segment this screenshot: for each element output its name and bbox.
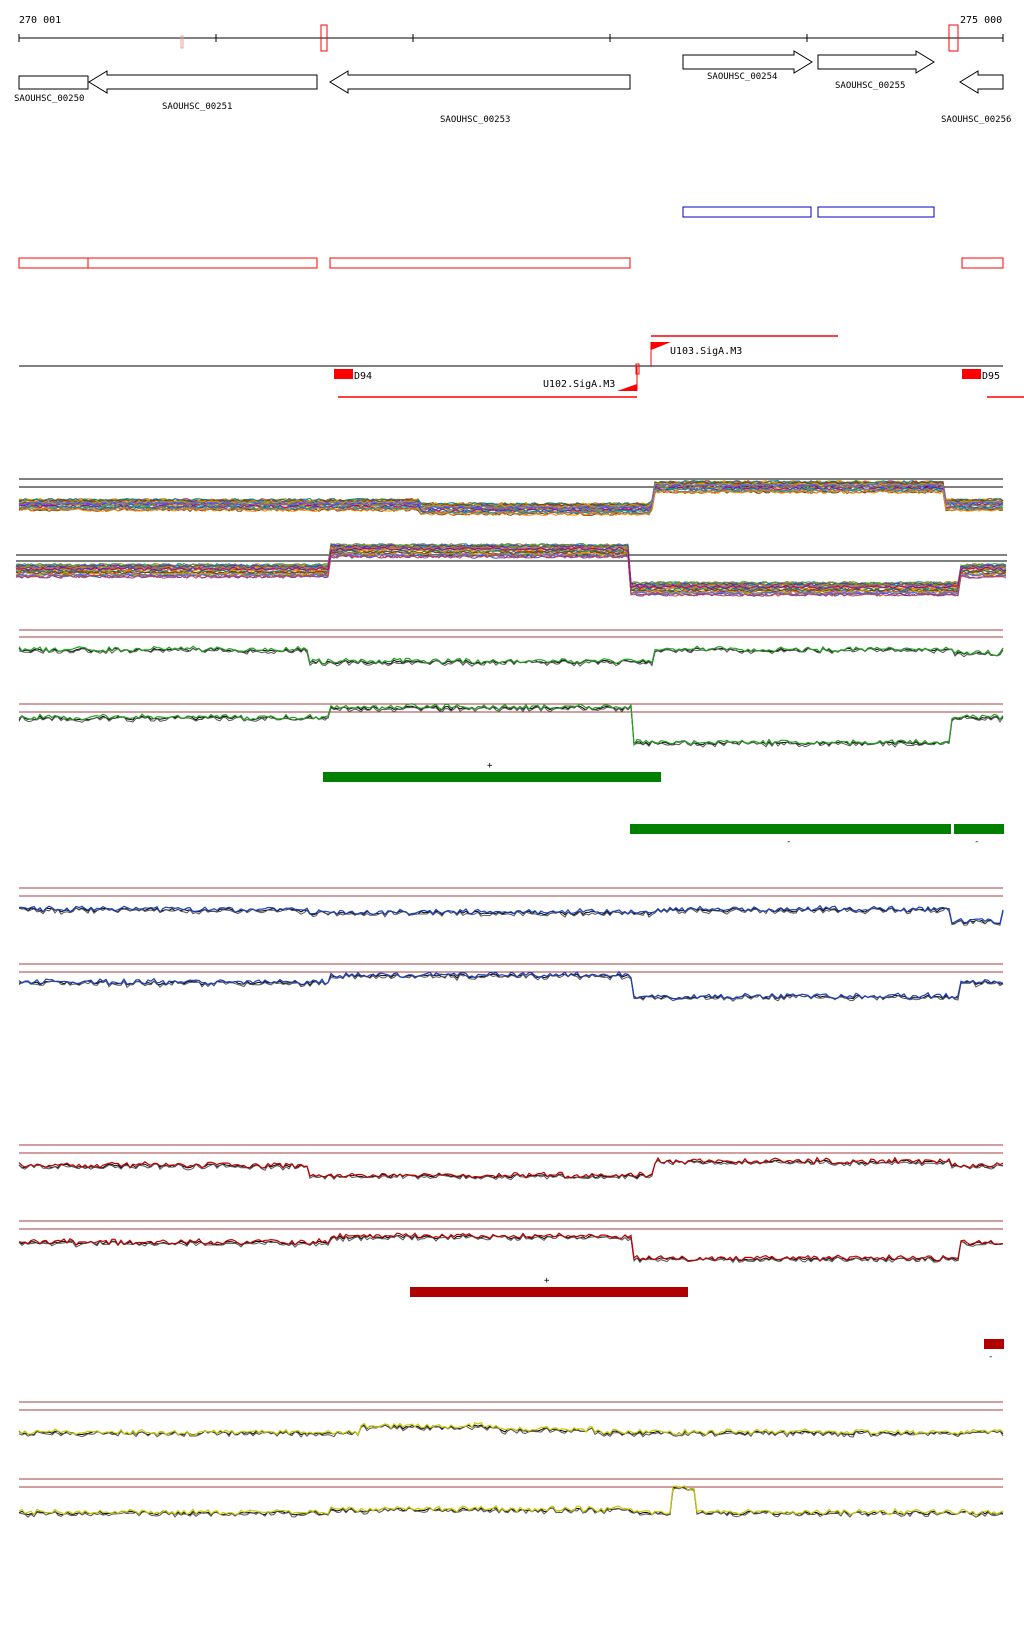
signal-trace [18, 1232, 1004, 1262]
condition-trace [18, 489, 1004, 516]
signal-trace [18, 1486, 1003, 1518]
terminator-marker [962, 369, 981, 379]
gene-label-00253: SAOUHSC_00253 [440, 115, 510, 125]
segment-minus-green[interactable] [954, 824, 1004, 834]
signal-trace [18, 973, 1004, 1002]
expression-bundle-forward [18, 478, 1004, 516]
signal-trace [18, 1424, 1004, 1438]
signal-trace [18, 1156, 1004, 1180]
expression-track-yellow [18, 1401, 1004, 1518]
segment-minus-label: - [988, 1352, 993, 1362]
annotation-box-red [961, 257, 1004, 269]
coord-end: 275 000 [960, 15, 1002, 26]
segment-plus-red[interactable] [410, 1287, 688, 1297]
promoter-label: U102.SigA.M3 [543, 379, 615, 390]
signal-trace [18, 1234, 1004, 1262]
promoter-flag [651, 342, 671, 350]
segment-minus-red[interactable] [984, 1339, 1004, 1349]
ruler [18, 24, 1004, 52]
gene-track [18, 50, 1004, 94]
signal-trace [18, 1485, 1004, 1516]
signal-trace [18, 703, 1004, 747]
expression-track-green [18, 629, 1004, 748]
segment-minus-green[interactable] [630, 824, 951, 834]
annotation-box-blue [817, 206, 935, 218]
condition-trace [15, 546, 1006, 589]
coord-start: 270 001 [19, 15, 61, 26]
annotation-box-red [329, 257, 631, 269]
condition-trace [18, 483, 1004, 510]
gene-arrow-00250[interactable] [18, 75, 89, 90]
gene-arrow-00253[interactable] [329, 70, 631, 94]
gene-arrow-00251[interactable] [88, 70, 318, 94]
segment-plus-label: + [544, 1276, 550, 1286]
condition-trace [18, 489, 1004, 516]
terminator-label: D95 [982, 371, 1000, 382]
promoter-label: U103.SigA.M3 [670, 346, 742, 357]
gene-label-00256: SAOUHSC_00256 [941, 115, 1011, 125]
gene-arrow-00256[interactable] [959, 70, 1004, 94]
gene-arrow-00255[interactable] [817, 50, 935, 74]
expression-track-red [18, 1144, 1004, 1264]
signal-trace [18, 1234, 1004, 1264]
signal-trace [18, 645, 1004, 665]
segment-plus-green[interactable] [323, 772, 661, 782]
segment-minus-label: - [786, 837, 791, 847]
signal-trace [18, 970, 1004, 1001]
gene-label-00255: SAOUHSC_00255 [835, 81, 905, 91]
expression-track-blue [18, 887, 1004, 1002]
promoter-flag [617, 384, 637, 391]
regulatory-track [19, 335, 1024, 398]
annotation-track [18, 206, 1004, 269]
gene-arrow-00254[interactable] [682, 50, 813, 74]
terminator-marker [334, 369, 353, 379]
segment-plus-label: + [487, 761, 493, 771]
segment-minus-label: - [974, 837, 979, 847]
condition-trace [15, 554, 1007, 597]
terminator-label: D94 [354, 371, 372, 382]
annotation-box-red [18, 257, 318, 269]
gene-label-00251: SAOUHSC_00251 [162, 102, 232, 112]
condition-trace [15, 545, 1007, 588]
signal-trace [18, 647, 1004, 667]
condition-trace [18, 486, 1004, 513]
signal-trace [18, 1421, 1004, 1437]
signal-trace [19, 904, 1004, 925]
signal-trace [18, 906, 1004, 926]
condition-trace [18, 485, 1004, 512]
condition-trace [15, 544, 1007, 587]
gene-label-00250: SAOUHSC_00250 [14, 94, 84, 104]
signal-trace [18, 1159, 1004, 1181]
gene-label-00254: SAOUHSC_00254 [707, 72, 777, 82]
expression-bundle-reverse [15, 542, 1007, 597]
annotation-box-blue [682, 206, 812, 218]
